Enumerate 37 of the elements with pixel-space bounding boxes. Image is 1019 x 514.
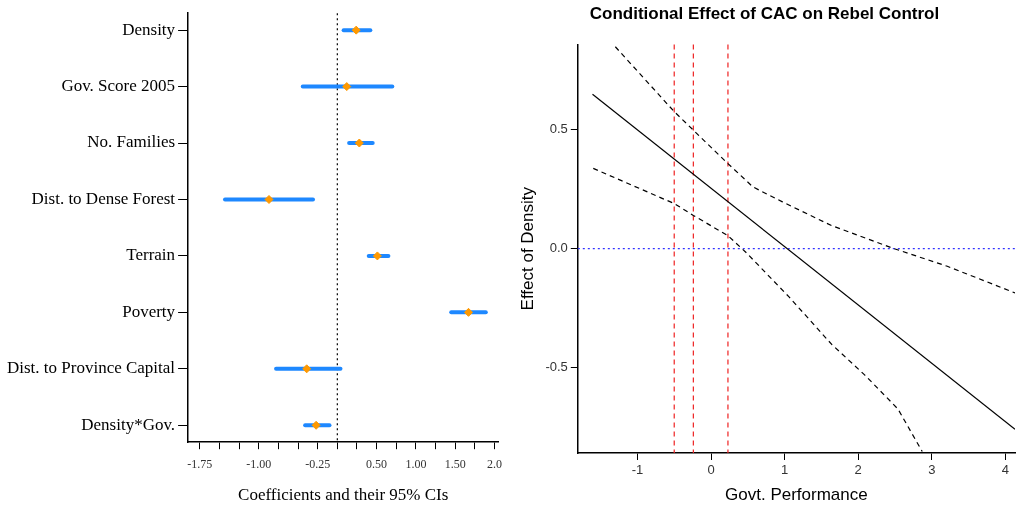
y-tick-label: 0.5 — [549, 121, 568, 137]
x-axis-title: Coefficients and their 95% CIs — [238, 485, 449, 505]
x-tick-label: -0.25 — [305, 456, 331, 471]
x-tick-label: 1.00 — [405, 456, 427, 471]
y-tick-label: Terrain — [126, 245, 176, 265]
chart-title: Conditional Effect of CAC on Rebel Control — [589, 3, 940, 23]
point — [302, 364, 312, 374]
y-tick-label: Density — [122, 19, 176, 39]
point — [342, 82, 352, 92]
x-tick-label: 2.0 — [486, 456, 502, 471]
y-tick-label: Poverty — [122, 301, 176, 321]
point — [311, 420, 321, 430]
point — [354, 138, 364, 148]
y-axis-title: Effect of Density — [517, 186, 537, 311]
x-tick-label: 0.50 — [366, 456, 388, 471]
x-tick-label: 4 — [1001, 462, 1010, 478]
x-tick-label: -1.00 — [246, 456, 272, 471]
x-tick-label: 1 — [781, 462, 789, 478]
y-tick-label: 0.0 — [549, 240, 568, 256]
x-tick-label: 2 — [854, 462, 862, 478]
point — [351, 25, 361, 35]
y-tick-label: -0.5 — [545, 359, 568, 375]
y-tick-label: No. Families — [87, 132, 176, 152]
x-axis-title: Govt. Performance — [725, 485, 868, 505]
x-tick-label: -1.75 — [187, 456, 213, 471]
y-tick-label: Density*Gov. — [81, 414, 176, 434]
y-tick-label: Gov. Score 2005 — [61, 76, 176, 96]
x-tick-label: -1 — [631, 462, 644, 478]
point — [464, 307, 474, 317]
y-tick-label: Dist. to Province Capital — [7, 358, 176, 378]
point — [372, 251, 382, 261]
x-tick-label: 1.50 — [444, 456, 466, 471]
x-tick-label: 0 — [707, 462, 715, 478]
line-series — [614, 46, 1015, 294]
point — [264, 194, 274, 204]
x-tick-label: 3 — [928, 462, 936, 478]
y-tick-label: Dist. to Dense Forest — [31, 188, 176, 208]
